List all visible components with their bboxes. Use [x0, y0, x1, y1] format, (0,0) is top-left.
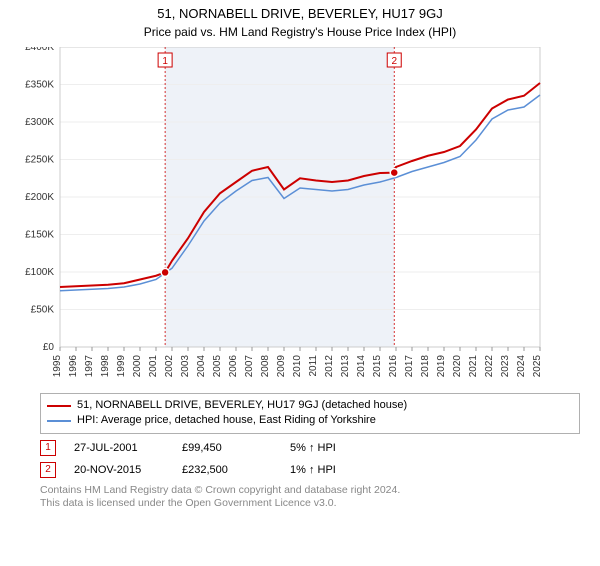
- svg-text:£400K: £400K: [25, 47, 54, 53]
- svg-text:£350K: £350K: [25, 80, 54, 91]
- svg-text:£50K: £50K: [31, 305, 55, 316]
- sale-marker-icon: 2: [40, 462, 56, 478]
- legend-swatch-hpi: [47, 420, 71, 422]
- svg-text:£100K: £100K: [25, 267, 54, 278]
- svg-text:2000: 2000: [132, 355, 143, 378]
- svg-text:2025: 2025: [532, 355, 543, 378]
- svg-text:2004: 2004: [196, 355, 207, 378]
- sale-date: 20-NOV-2015: [74, 464, 164, 476]
- svg-text:2023: 2023: [500, 355, 511, 378]
- sale-price: £232,500: [182, 464, 272, 476]
- svg-text:2014: 2014: [356, 355, 367, 378]
- svg-text:£300K: £300K: [25, 117, 54, 128]
- svg-text:2: 2: [391, 56, 397, 67]
- legend-label: 51, NORNABELL DRIVE, BEVERLEY, HU17 9GJ …: [77, 398, 407, 413]
- svg-text:2017: 2017: [404, 355, 415, 378]
- sale-marker-icon: 1: [40, 440, 56, 456]
- legend-label: HPI: Average price, detached house, East…: [77, 413, 376, 428]
- chart-title: 51, NORNABELL DRIVE, BEVERLEY, HU17 9GJ: [0, 6, 600, 21]
- svg-text:1999: 1999: [116, 355, 127, 378]
- sales-table: 1 27-JUL-2001 £99,450 5% ↑ HPI 2 20-NOV-…: [40, 440, 580, 478]
- svg-text:2011: 2011: [308, 355, 319, 377]
- legend-row: 51, NORNABELL DRIVE, BEVERLEY, HU17 9GJ …: [47, 398, 573, 413]
- sale-delta: 1% ↑ HPI: [290, 464, 380, 476]
- svg-text:£0: £0: [43, 342, 55, 353]
- svg-text:1: 1: [162, 56, 168, 67]
- sale-row: 1 27-JUL-2001 £99,450 5% ↑ HPI: [40, 440, 580, 456]
- svg-text:2009: 2009: [276, 355, 287, 378]
- svg-text:£150K: £150K: [25, 230, 54, 241]
- svg-text:2015: 2015: [372, 355, 383, 378]
- svg-text:2002: 2002: [164, 355, 175, 378]
- svg-text:2013: 2013: [340, 355, 351, 378]
- svg-text:2021: 2021: [468, 355, 479, 378]
- sale-row: 2 20-NOV-2015 £232,500 1% ↑ HPI: [40, 462, 580, 478]
- svg-text:£200K: £200K: [25, 192, 54, 203]
- svg-text:2001: 2001: [148, 355, 159, 378]
- svg-text:2008: 2008: [260, 355, 271, 378]
- svg-text:2003: 2003: [180, 355, 191, 378]
- chart-subtitle: Price paid vs. HM Land Registry's House …: [0, 25, 600, 39]
- sale-price: £99,450: [182, 442, 272, 454]
- sale-delta: 5% ↑ HPI: [290, 442, 380, 454]
- svg-text:2016: 2016: [388, 355, 399, 378]
- svg-text:£250K: £250K: [25, 155, 54, 166]
- legend-swatch-property: [47, 405, 71, 407]
- line-chart: £0 £50K £100K £150K £200K £250K £300K £350K £400…: [20, 47, 580, 387]
- footer-line: Contains HM Land Registry data © Crown c…: [40, 484, 580, 498]
- svg-text:2005: 2005: [212, 355, 223, 378]
- chart-area: £0 £50K £100K £150K £200K £250K £300K £350K £400…: [20, 47, 580, 387]
- svg-text:1997: 1997: [84, 355, 95, 378]
- svg-text:2020: 2020: [452, 355, 463, 378]
- svg-text:2010: 2010: [292, 355, 303, 378]
- svg-text:2024: 2024: [516, 355, 527, 378]
- svg-text:2012: 2012: [324, 355, 335, 378]
- svg-text:1995: 1995: [52, 355, 63, 378]
- footer-line: This data is licensed under the Open Gov…: [40, 497, 580, 511]
- svg-text:2019: 2019: [436, 355, 447, 378]
- svg-text:2018: 2018: [420, 355, 431, 378]
- svg-text:2006: 2006: [228, 355, 239, 378]
- footer: Contains HM Land Registry data © Crown c…: [40, 484, 580, 511]
- page: 51, NORNABELL DRIVE, BEVERLEY, HU17 9GJ …: [0, 6, 600, 566]
- svg-text:2007: 2007: [244, 355, 255, 378]
- svg-text:1996: 1996: [68, 355, 79, 378]
- svg-text:1998: 1998: [100, 355, 111, 378]
- sale-date: 27-JUL-2001: [74, 442, 164, 454]
- svg-text:2022: 2022: [484, 355, 495, 378]
- legend: 51, NORNABELL DRIVE, BEVERLEY, HU17 9GJ …: [40, 393, 580, 434]
- legend-row: HPI: Average price, detached house, East…: [47, 413, 573, 428]
